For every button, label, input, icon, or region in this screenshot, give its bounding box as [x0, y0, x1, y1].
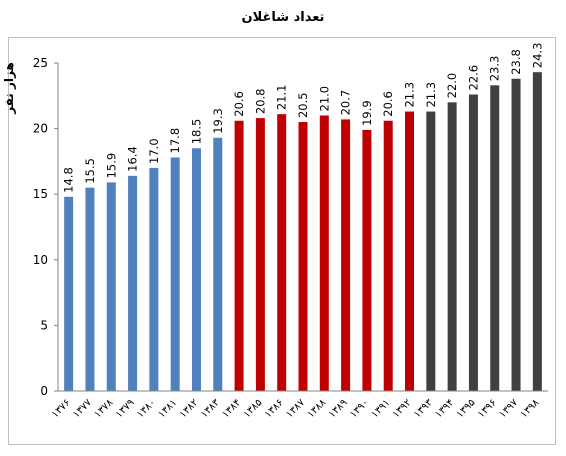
data-label: 21.3 [403, 82, 417, 108]
x-tick-label: ۱۳۹۷ [497, 397, 520, 420]
y-axis: 0 5 10 15 20 25 [33, 56, 59, 398]
y-axis-label: هزار نفر [2, 62, 16, 115]
bar [277, 114, 287, 391]
y-tick-label: 5 [40, 318, 48, 332]
bar [255, 118, 265, 391]
x-tick-label: ۱۳۷۹ [114, 397, 137, 420]
x-axis: ۱۳۷۶۱۳۷۷۱۳۷۸۱۳۷۹۱۳۸۰۱۳۸۱۱۳۸۲۱۳۸۳۱۳۸۴۱۳۸۵… [50, 390, 548, 420]
bar [490, 85, 500, 391]
data-labels: 14.8 15.5 15.9 16.4 17.0 17.8 18.5 19.3 20.6 20.8… [62, 43, 545, 193]
x-tick-label: ۱۳۷۷ [71, 397, 94, 420]
data-label: 16.4 [126, 146, 140, 172]
data-label: 17.8 [168, 128, 182, 154]
x-tick-label: ۱۳۸۸ [305, 397, 328, 420]
y-tick-label: 15 [33, 187, 48, 201]
data-label: 20.5 [296, 92, 310, 118]
x-tick-label: ۱۳۹۰ [348, 397, 371, 420]
bar [170, 157, 180, 391]
x-tick-label: ۱۳۸۲ [178, 397, 201, 420]
data-label: 20.6 [232, 91, 246, 117]
bar [319, 115, 329, 391]
bar [191, 148, 201, 391]
bar [383, 120, 393, 391]
x-tick-label: ۱۳۸۵ [242, 397, 265, 420]
data-label: 21.1 [275, 85, 289, 111]
x-tick-label: ۱۳۹۱ [369, 397, 392, 420]
data-label: 23.8 [509, 49, 523, 75]
bar [149, 167, 159, 391]
data-label: 15.5 [83, 158, 97, 184]
x-tick-label: ۱۳۸۳ [199, 397, 222, 420]
bar [532, 72, 542, 392]
data-label: 17.0 [147, 138, 161, 164]
bar [85, 187, 95, 391]
x-tick-label: ۱۳۹۳ [412, 397, 435, 420]
x-tick-label: ۱۳۹۸ [518, 397, 541, 420]
chart-title: تعداد شاغلان [241, 10, 325, 25]
x-tick-label: ۱۳۸۴ [220, 397, 243, 420]
data-label: 21.0 [317, 86, 331, 112]
bar [362, 129, 372, 392]
x-tick-label: ۱۳۷۶ [50, 397, 73, 420]
bar [511, 78, 521, 391]
data-label: 15.9 [104, 153, 118, 179]
data-label: 22.6 [466, 65, 480, 91]
data-label: 23.3 [488, 56, 502, 82]
x-tick-label: ۱۳۹۵ [455, 397, 478, 420]
data-label: 19.9 [360, 100, 374, 126]
data-label: 22.0 [445, 73, 459, 99]
bars [64, 72, 542, 392]
y-tick-label: 10 [33, 253, 48, 267]
y-tick-label: 20 [33, 122, 48, 136]
bar [468, 94, 478, 391]
bar [64, 196, 74, 391]
y-tick-label: 25 [33, 56, 48, 70]
x-tick-label: ۱۳۸۶ [263, 397, 286, 420]
data-label: 14.8 [62, 167, 76, 193]
bar [213, 137, 223, 391]
bar [405, 111, 415, 391]
data-label: 20.6 [381, 91, 395, 117]
x-tick-label: ۱۳۹۶ [476, 397, 499, 420]
x-tick-label: ۱۳۹۴ [433, 397, 456, 420]
x-tick-label: ۱۳۸۹ [327, 397, 350, 420]
data-label: 18.5 [189, 119, 203, 145]
bar [106, 182, 116, 391]
bar [426, 111, 436, 391]
x-tick-label: ۱۳۸۷ [284, 397, 307, 420]
x-tick-label: ۱۳۸۰ [135, 397, 158, 420]
x-tick-label: ۱۳۹۲ [391, 397, 414, 420]
bar [128, 175, 138, 391]
y-tick-label: 0 [40, 384, 48, 398]
data-label: 24.3 [530, 43, 544, 69]
bar [341, 119, 351, 391]
bar [234, 120, 244, 391]
data-label: 20.8 [253, 88, 267, 114]
bar [298, 122, 308, 391]
x-tick-label: ۱۳۷۸ [92, 397, 115, 420]
data-label: 19.3 [211, 108, 225, 134]
x-tick-label: ۱۳۸۱ [156, 397, 179, 420]
bar [447, 102, 457, 392]
data-label: 20.7 [339, 90, 353, 116]
data-label: 21.3 [424, 82, 438, 108]
chart-frame [8, 37, 556, 445]
